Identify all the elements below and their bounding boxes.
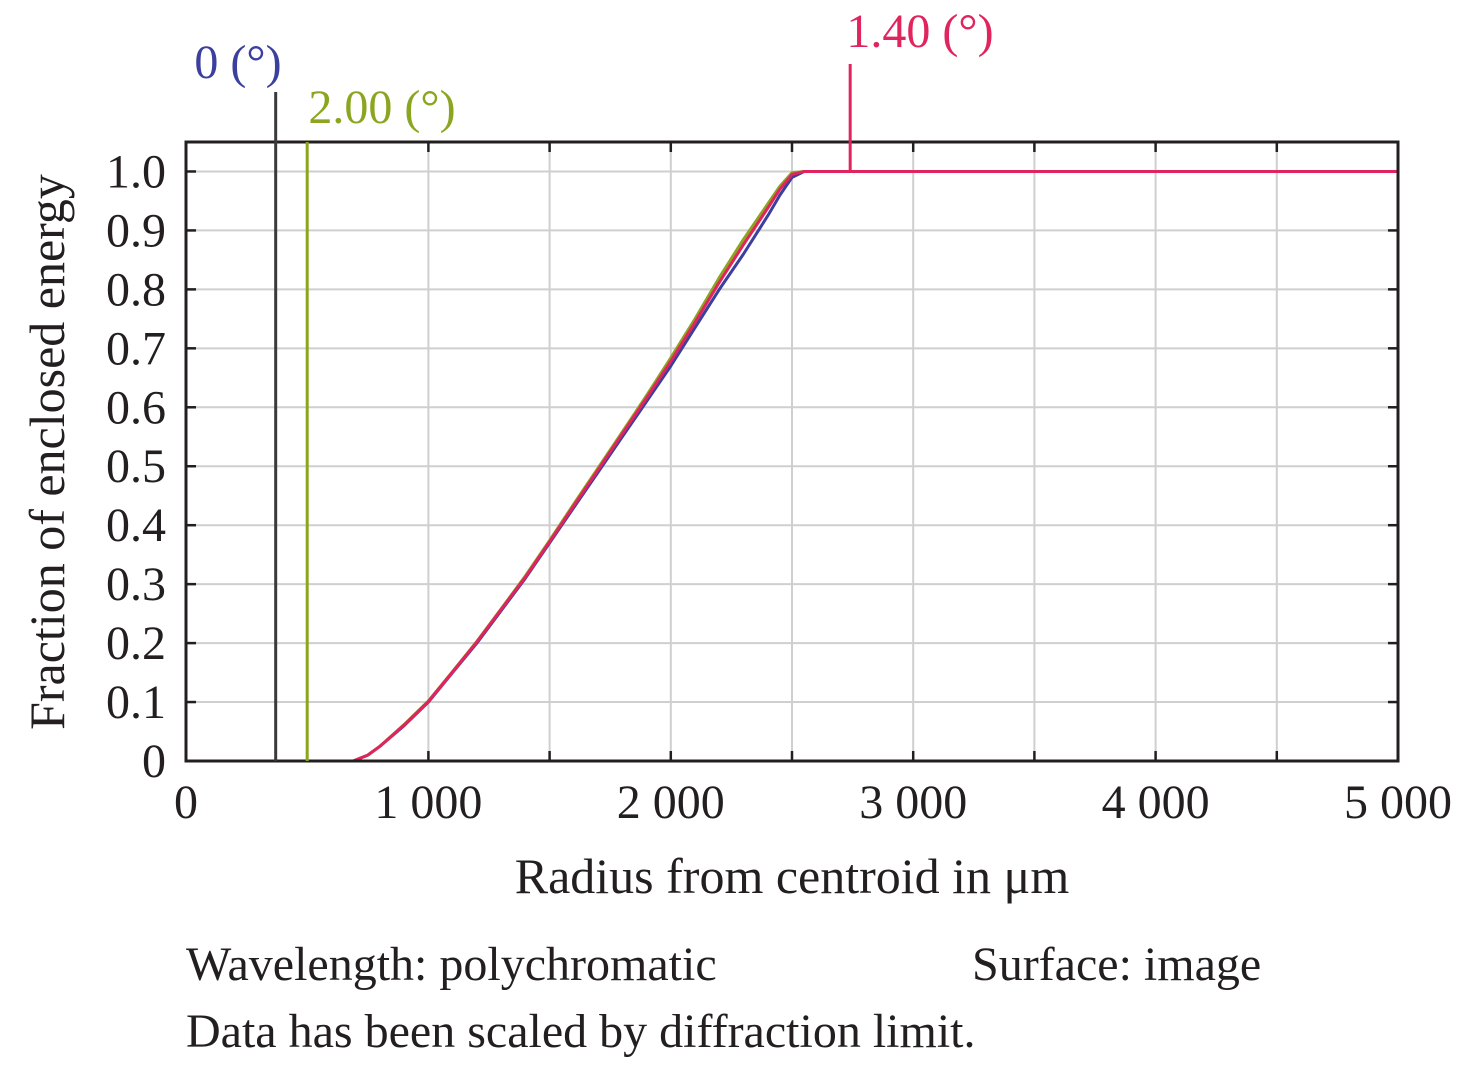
y-tick-label: 0.2 <box>106 617 166 670</box>
x-tick-label: 3 000 <box>859 776 967 829</box>
field-marker-label: 2.00 (°) <box>308 81 455 134</box>
wavelength-note: Wavelength: polychromatic <box>186 938 717 991</box>
y-tick-label: 0.4 <box>106 499 166 552</box>
x-tick-label: 1 000 <box>374 776 482 829</box>
field-marker-label: 1.40 (°) <box>846 5 993 58</box>
grid-lines <box>186 142 1398 761</box>
y-axis-label: Fraction of enclosed energy <box>19 174 75 730</box>
x-tick-label: 5 000 <box>1344 776 1452 829</box>
series-lines <box>186 170 1398 763</box>
surface-note: Surface: image <box>972 938 1262 991</box>
y-tick-label: 0.3 <box>106 558 166 611</box>
y-tick-label: 0.1 <box>106 676 166 729</box>
y-tick-label: 0 <box>142 735 166 788</box>
x-axis-label: Radius from centroid in μm <box>515 848 1070 904</box>
field-marker-label: 0 (°) <box>194 36 281 89</box>
x-tick-label: 2 000 <box>617 776 725 829</box>
y-tick-label: 0.9 <box>106 204 166 257</box>
field-markers: 0 (°) 2.00 (°) 1.40 (°) <box>194 5 994 761</box>
series-line <box>186 170 1398 763</box>
y-tick-label: 0.8 <box>106 263 166 316</box>
y-tick-label: 0.6 <box>106 381 166 434</box>
y-tick-label: 0.7 <box>106 322 166 375</box>
x-tick-label: 4 000 <box>1102 776 1210 829</box>
scaled-note: Data has been scaled by diffraction limi… <box>186 1005 976 1058</box>
y-tick-label: 0.5 <box>106 440 166 493</box>
x-tick-label: 0 <box>174 776 198 829</box>
y-tick-label: 1.0 <box>106 145 166 198</box>
plot-frame <box>184 140 1400 763</box>
